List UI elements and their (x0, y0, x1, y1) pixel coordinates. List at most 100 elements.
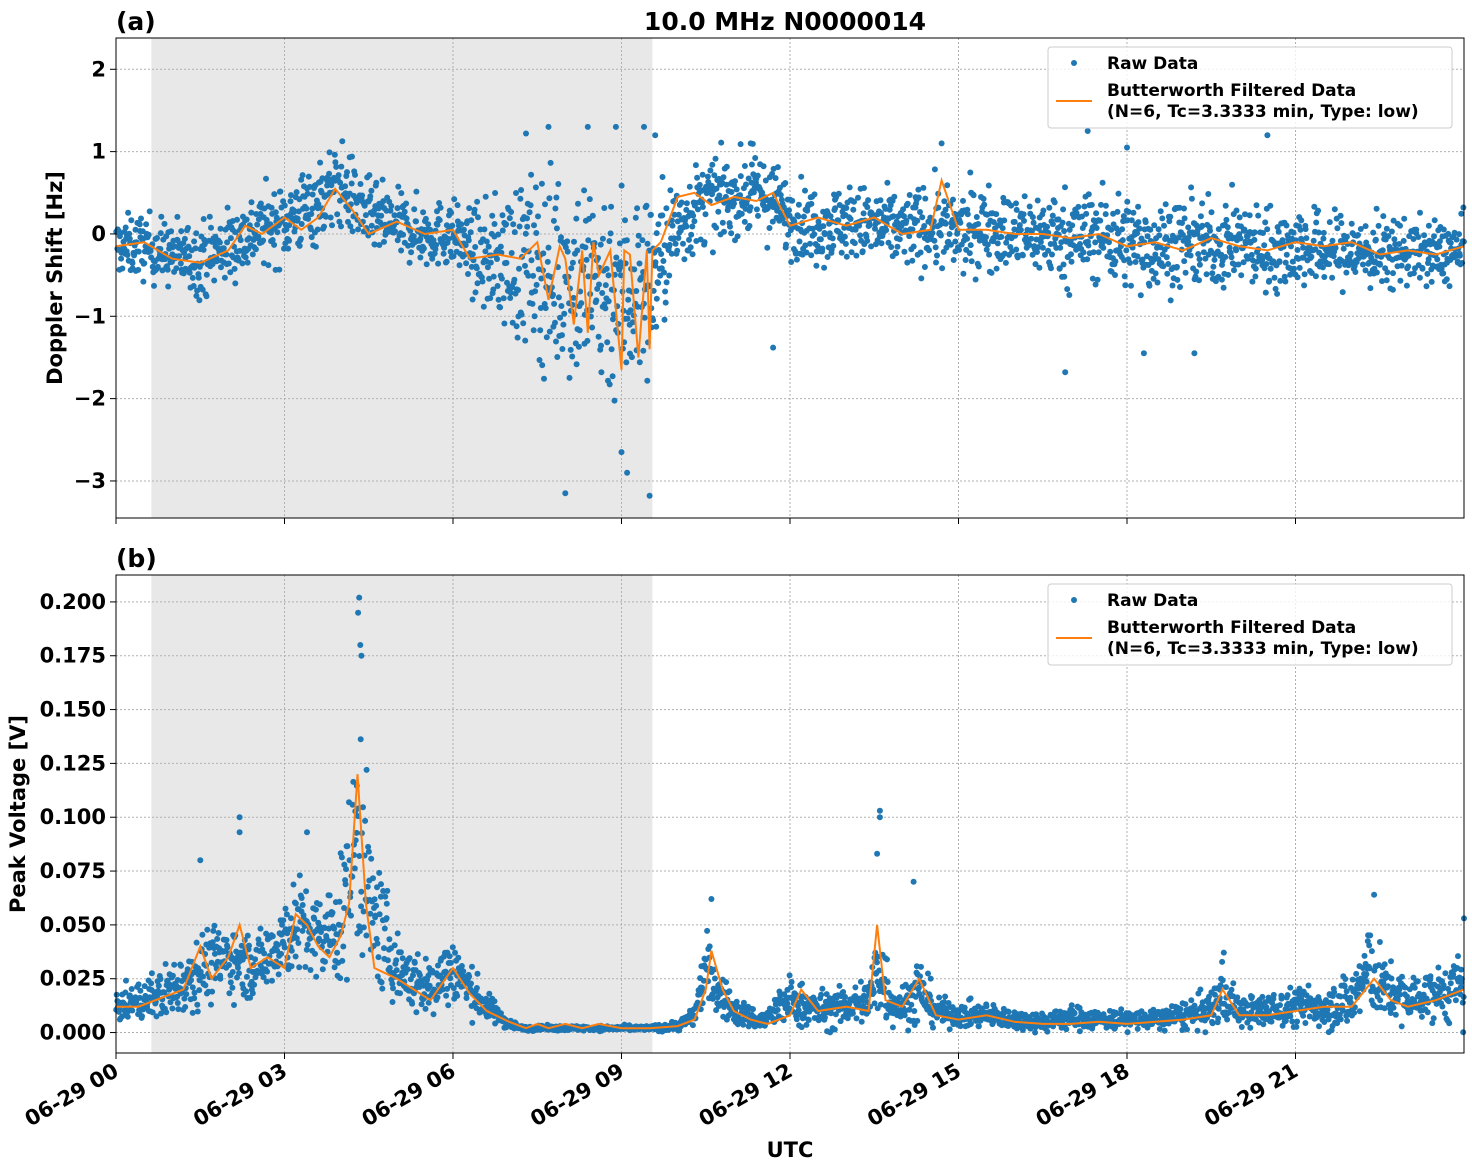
raw-data-point (686, 236, 692, 243)
raw-data-point (119, 265, 126, 272)
raw-data-point (1179, 220, 1185, 226)
raw-data-point (445, 1002, 452, 1009)
raw-data-point (436, 200, 443, 206)
raw-data-point (819, 245, 826, 252)
raw-data-point (1134, 1025, 1141, 1032)
raw-data-point (921, 223, 928, 229)
raw-data-point (1174, 263, 1180, 270)
raw-data-point (1262, 999, 1269, 1006)
raw-data-point (292, 953, 299, 960)
raw-data-point (1266, 277, 1273, 284)
raw-data-outlier (612, 123, 619, 130)
raw-data-point (830, 242, 837, 249)
raw-data-point (278, 950, 285, 957)
raw-data-point (1334, 225, 1341, 232)
raw-data-point (294, 926, 301, 933)
raw-data-point (827, 213, 834, 220)
raw-data-point (308, 234, 315, 241)
raw-data-point (777, 192, 784, 198)
raw-data-point (793, 1016, 800, 1023)
raw-data-point (975, 1023, 982, 1030)
raw-data-point (624, 315, 631, 322)
raw-data-point (126, 230, 133, 237)
raw-data-point (861, 185, 867, 191)
raw-data-point (872, 225, 878, 232)
raw-data-point (558, 234, 564, 241)
raw-data-point (158, 213, 165, 220)
raw-data-point (568, 265, 575, 272)
raw-data-point (1113, 1010, 1120, 1017)
raw-data-point (917, 973, 923, 980)
raw-data-point (754, 172, 761, 179)
raw-data-point (910, 243, 917, 250)
raw-data-point (666, 241, 673, 248)
raw-data-point (1060, 206, 1067, 213)
raw-data-point (1152, 251, 1159, 258)
raw-data-point (197, 968, 204, 975)
raw-data-point (1122, 282, 1129, 289)
raw-data-point (1306, 1013, 1313, 1020)
raw-data-point (552, 319, 558, 326)
raw-data-point (374, 940, 381, 947)
raw-data-point (129, 1007, 136, 1014)
raw-data-point (1440, 226, 1447, 233)
raw-data-point (139, 1013, 145, 1020)
raw-data-point (1039, 244, 1046, 251)
raw-data-point (592, 272, 599, 279)
raw-data-point (381, 925, 388, 932)
raw-data-point (232, 229, 239, 236)
raw-data-point (823, 991, 830, 998)
raw-data-point (1259, 993, 1266, 1000)
raw-data-point (367, 193, 374, 200)
raw-data-point (1029, 214, 1036, 221)
raw-data-point (1223, 984, 1229, 991)
raw-data-point (337, 179, 344, 186)
raw-data-point (795, 213, 802, 220)
raw-data-outlier (523, 130, 529, 137)
raw-data-point (290, 207, 297, 214)
raw-data-point (748, 161, 755, 168)
raw-data-point (538, 275, 545, 282)
raw-data-point (1278, 995, 1285, 1002)
raw-data-point (789, 197, 796, 204)
raw-data-point (602, 305, 609, 312)
raw-data-point (884, 979, 891, 985)
raw-data-point (1326, 261, 1333, 268)
raw-data-point (1134, 253, 1141, 260)
raw-data-point (1263, 261, 1270, 267)
raw-data-point (529, 300, 536, 307)
raw-data-point (145, 231, 152, 238)
raw-data-point (1251, 236, 1258, 243)
raw-data-outlier (1084, 128, 1091, 134)
raw-data-point (1373, 269, 1380, 276)
raw-data-point (135, 266, 142, 273)
raw-data-point (1211, 991, 1218, 998)
raw-data-point (639, 237, 646, 244)
raw-data-point (935, 204, 942, 211)
raw-data-point (397, 949, 404, 956)
raw-data-point (694, 174, 701, 181)
raw-data-point (200, 246, 207, 253)
raw-data-point (1157, 208, 1164, 215)
raw-data-point (211, 922, 218, 929)
raw-data-point (1137, 292, 1144, 299)
raw-data-point (715, 208, 722, 215)
raw-data-point (1102, 202, 1109, 209)
raw-data-point (605, 272, 612, 279)
raw-data-point (339, 957, 346, 964)
raw-data-point (552, 205, 559, 212)
raw-data-point (393, 967, 400, 974)
raw-data-point (331, 151, 338, 158)
raw-data-point (835, 217, 842, 224)
raw-data-point (499, 212, 506, 219)
raw-data-point (199, 931, 206, 938)
raw-data-point (840, 989, 847, 995)
raw-data-point (755, 212, 761, 219)
raw-data-point (720, 174, 727, 181)
raw-data-point (1197, 213, 1204, 220)
raw-data-point (1215, 226, 1222, 233)
raw-data-point (174, 213, 181, 220)
raw-data-point (613, 254, 620, 261)
raw-data-point (1069, 222, 1076, 229)
raw-data-point (1253, 202, 1260, 209)
